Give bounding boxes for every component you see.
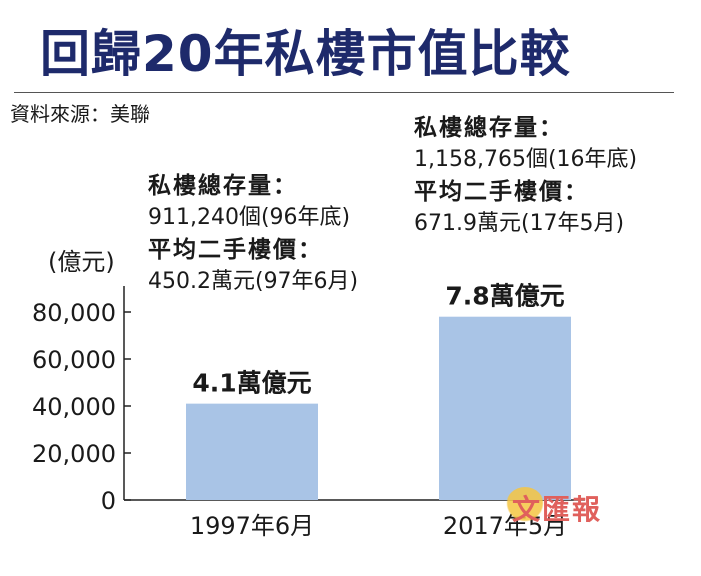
note-1997-price-value: 450.2萬元(97年6月) [148, 269, 359, 294]
title-divider [14, 92, 674, 93]
bar [186, 403, 318, 500]
bar-data-label: 7.8萬億元 [445, 282, 564, 311]
note-1997-stock-value: 911,240個(96年底) [148, 205, 351, 230]
bar [439, 316, 571, 500]
y-tick-label: 40,000 [32, 393, 116, 421]
x-category-label: 2017年5月 [443, 512, 567, 540]
note-2017: 私樓總存量： 1,158,765個(16年底) 平均二手樓價： 671.9萬元(… [414, 112, 637, 240]
watermark-text: 文匯報 [512, 493, 603, 526]
note-2017-price-label: 平均二手樓價： [414, 179, 589, 205]
chart-title: 回歸20年私樓市值比較 [40, 25, 571, 83]
x-category-label: 1997年6月 [190, 512, 314, 540]
note-1997-price-label: 平均二手樓價： [148, 237, 323, 263]
source-note: 資料來源：美聯 [10, 102, 150, 126]
y-axis-label: (億元) [48, 248, 115, 276]
bar-data-label: 4.1萬億元 [192, 369, 311, 398]
watermark-logo [505, 487, 545, 527]
note-2017-stock-label: 私樓總存量： [414, 115, 564, 141]
note-2017-stock-value: 1,158,765個(16年底) [414, 147, 638, 172]
y-tick-label: 0 [101, 487, 116, 515]
note-2017-price-value: 671.9萬元(17年5月) [414, 211, 625, 236]
note-1997-stock-label: 私樓總存量： [148, 173, 298, 199]
y-tick-label: 80,000 [32, 299, 116, 327]
y-tick-label: 60,000 [32, 346, 116, 374]
note-1997: 私樓總存量： 911,240個(96年底) 平均二手樓價： 450.2萬元(97… [148, 170, 358, 298]
y-tick-label: 20,000 [32, 440, 116, 468]
